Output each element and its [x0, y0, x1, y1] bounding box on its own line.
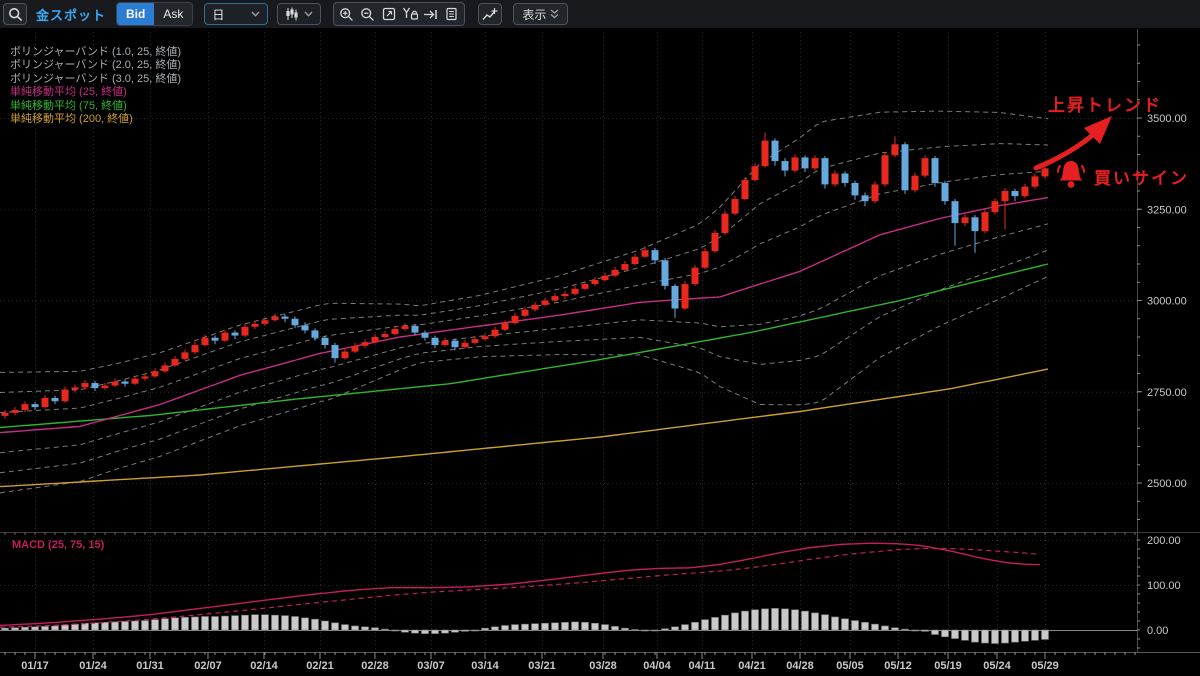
toolbar: 金スポット Bid Ask 日 [0, 0, 1200, 29]
svg-text:02/14: 02/14 [250, 660, 278, 672]
svg-text:05/24: 05/24 [983, 660, 1011, 672]
svg-text:04/21: 04/21 [738, 660, 766, 672]
svg-text:02/21: 02/21 [306, 660, 334, 672]
svg-text:03/28: 03/28 [589, 660, 617, 672]
chevron-down-icon [304, 11, 313, 17]
svg-text:05/29: 05/29 [1031, 660, 1059, 672]
legend-bollinger-3[interactable]: ボリンジャーバンド (3.0, 25, 終値) [10, 72, 182, 85]
legend-sma-75[interactable]: 単純移動平均 (75, 終値) [10, 99, 127, 112]
trend-arrow-icon[interactable] [1028, 108, 1120, 176]
ask-button[interactable]: Ask [154, 3, 193, 25]
timeframe-value: 日 [212, 7, 225, 22]
news-icon [446, 7, 457, 21]
svg-text:04/28: 04/28 [786, 660, 814, 672]
legend-bollinger-1[interactable]: ボリンジャーバンド (1.0, 25, 終値) [10, 46, 182, 58]
zoom-in-icon [340, 7, 354, 21]
indicators-button[interactable] [478, 3, 503, 25]
chevron-down-icon [251, 11, 260, 17]
legend-sma-200[interactable]: 単純移動平均 (200, 終値) [10, 113, 133, 126]
legend-bollinger-2[interactable]: ボリンジャーバンド (2.0, 25, 終値) [10, 59, 182, 72]
svg-text:03/21: 03/21 [528, 660, 556, 672]
svg-text:05/19: 05/19 [934, 660, 962, 672]
svg-text:3000.00: 3000.00 [1147, 296, 1187, 308]
svg-text:01/17: 01/17 [21, 660, 49, 672]
svg-text:04/04: 04/04 [643, 660, 671, 672]
chart-type-icon [286, 7, 298, 21]
svg-text:05/05: 05/05 [836, 660, 864, 672]
display-menu-label: 表示 [522, 7, 547, 22]
search-button[interactable] [3, 3, 27, 25]
svg-text:03/07: 03/07 [417, 660, 445, 672]
fit-chart-button[interactable] [378, 4, 399, 24]
svg-text:2500.00: 2500.00 [1147, 478, 1187, 490]
y-axis-lock-button[interactable] [399, 4, 420, 24]
zoom-out-button[interactable] [357, 4, 378, 24]
uptrend-annotation[interactable]: 上昇トレンド [1048, 96, 1162, 115]
svg-text:0.00: 0.00 [1147, 625, 1168, 637]
svg-text:3500.00: 3500.00 [1147, 113, 1187, 125]
svg-text:02/07: 02/07 [194, 660, 222, 672]
bid-ask-toggle: Bid Ask [116, 2, 194, 26]
chart-type-select[interactable] [277, 3, 322, 25]
svg-text:04/11: 04/11 [689, 660, 716, 672]
bid-button[interactable]: Bid [117, 3, 155, 25]
svg-text:02/28: 02/28 [361, 660, 389, 672]
svg-text:03/14: 03/14 [471, 660, 499, 672]
search-icon [8, 7, 22, 21]
display-menu-button[interactable]: 表示 [513, 3, 569, 25]
svg-text:05/12: 05/12 [884, 660, 912, 672]
indicators-icon [482, 7, 498, 20]
symbol-name[interactable]: 金スポット [36, 7, 107, 23]
svg-text:100.00: 100.00 [1147, 580, 1181, 592]
legend-sma-25[interactable]: 単純移動平均 (25, 終値) [10, 86, 127, 99]
buy-signal-annotation[interactable]: 買いサイン [1094, 169, 1189, 188]
zoom-tools-group [333, 2, 466, 26]
zoom-in-button[interactable] [336, 4, 357, 24]
double-chevron-down-icon [550, 9, 559, 19]
svg-text:2750.00: 2750.00 [1147, 387, 1187, 399]
fit-chart-icon [382, 7, 396, 21]
zoom-out-icon [361, 7, 375, 21]
timeframe-select[interactable]: 日 [204, 3, 269, 25]
svg-text:01/31: 01/31 [136, 660, 164, 672]
go-to-latest-icon [424, 9, 438, 19]
svg-text:01/24: 01/24 [79, 660, 107, 672]
news-button[interactable] [441, 4, 462, 24]
svg-text:3250.00: 3250.00 [1147, 204, 1187, 216]
bell-icon[interactable] [1056, 158, 1086, 190]
svg-text:200.00: 200.00 [1147, 535, 1181, 547]
go-to-latest-button[interactable] [420, 4, 441, 24]
indicator-legend: ボリンジャーバンド (1.0, 25, 終値) ボリンジャーバンド (2.0, … [10, 46, 181, 126]
macd-legend[interactable]: MACD (25, 75, 15) [12, 539, 105, 551]
y-axis-lock-icon [402, 7, 418, 20]
